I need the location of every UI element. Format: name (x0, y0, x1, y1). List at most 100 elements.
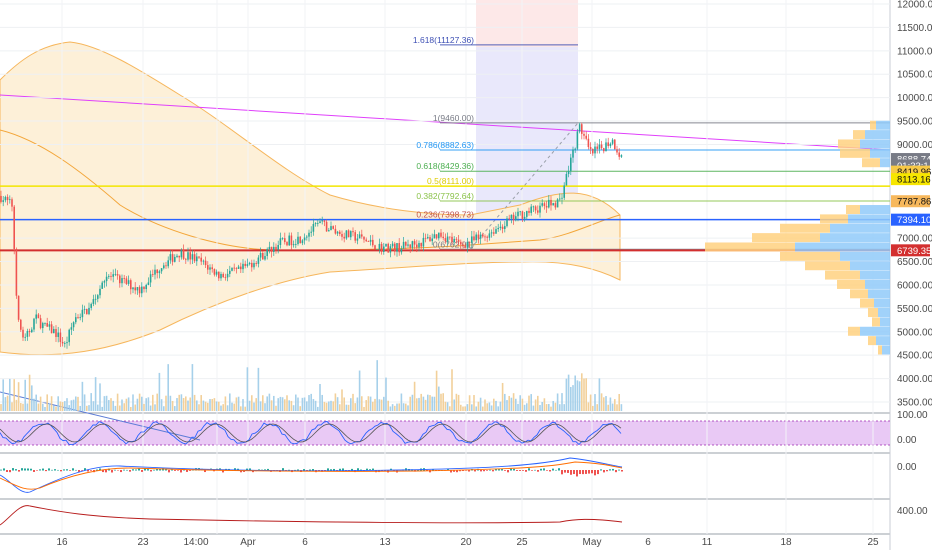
macd-histogram-bar (126, 469, 128, 471)
macd-histogram-bar (102, 470, 104, 473)
volume-bar (248, 400, 251, 411)
volume-bar (482, 406, 484, 411)
candle-body (537, 210, 539, 213)
candle-body (325, 221, 328, 232)
volume-bar (132, 394, 134, 411)
volume-bar (103, 396, 106, 411)
volume-bar (607, 404, 609, 411)
candle-body (517, 211, 519, 217)
candle-body (449, 236, 451, 238)
price-axis[interactable]: 12000.00 11500.00 11000.00 10500.00 10000.00… (897, 0, 932, 517)
candle-body (343, 236, 345, 239)
volume-profile-bar-up (840, 251, 890, 261)
volume-bar (33, 398, 35, 411)
macd-histogram-bar (72, 468, 74, 471)
candle-body (523, 216, 526, 219)
volume-bar (213, 398, 216, 411)
macd-histogram-bar (48, 468, 50, 471)
volume-bar (508, 395, 510, 411)
candle-body (86, 309, 88, 315)
volume-bar (552, 400, 554, 411)
volume-bar (233, 403, 235, 411)
macd-histogram-bar (39, 469, 41, 471)
macd-histogram-bar (51, 469, 53, 471)
candle-body (22, 329, 24, 338)
volume-bar (83, 394, 86, 411)
macd-histogram-bar (543, 468, 545, 471)
volume-bar (94, 377, 97, 411)
candle-body (433, 234, 436, 239)
macd-histogram-bar (174, 470, 176, 471)
candle-body (539, 205, 541, 213)
macd-histogram-bar (303, 469, 305, 471)
volume-bar (389, 406, 392, 411)
candle-body (620, 155, 623, 157)
candle-body (163, 265, 165, 269)
candle-body (583, 133, 585, 136)
volume-bar (600, 393, 603, 411)
volume-bar (299, 406, 301, 411)
volume-bar (618, 394, 620, 411)
volume-bar (435, 370, 438, 411)
candle-body (301, 240, 304, 244)
volume-bar (262, 395, 264, 411)
volume-bar (515, 398, 517, 411)
volume-bar (86, 405, 88, 411)
volume-bar (44, 406, 46, 411)
fib-trend-line (469, 122, 579, 250)
candle-body (323, 220, 326, 222)
candle-body (290, 235, 293, 246)
macd-histogram-bar (117, 470, 119, 471)
volume-bar (15, 399, 18, 411)
candle-body (376, 249, 378, 251)
time-axis[interactable]: 16 23 14:00 Apr 6 13 20 25 May 6 11 18 25 (56, 537, 879, 548)
volume-bar (332, 401, 334, 411)
volume-bar (257, 367, 260, 411)
volume-bar (53, 405, 55, 411)
volume-profile-bar-down (868, 336, 876, 346)
candle-body (354, 232, 356, 241)
candle-body (570, 157, 572, 171)
candle-body (237, 266, 240, 269)
candle-body (572, 149, 574, 158)
candle-body (235, 268, 238, 269)
candle-body (358, 234, 361, 239)
candle-body (207, 265, 209, 270)
macd-histogram-bar (15, 469, 17, 471)
price-tag-label: 8113.16 (897, 175, 931, 186)
volume-bar (563, 404, 565, 411)
volume-bar (347, 404, 350, 411)
volume-bar (108, 400, 110, 411)
macd-histogram-bar (558, 468, 560, 471)
candle-body (413, 241, 416, 245)
macd-histogram-bar (24, 468, 26, 471)
candle-body (262, 253, 264, 260)
candle-body (125, 278, 128, 284)
volume-bar (358, 370, 361, 411)
macd-histogram-bar (6, 470, 8, 472)
candle-body (158, 271, 161, 274)
volume-bar (457, 394, 460, 411)
volume-bar (196, 400, 198, 411)
candles[interactable] (0, 122, 623, 349)
candle-body (253, 263, 255, 268)
candle-body (266, 249, 268, 257)
candle-body (134, 287, 136, 291)
candle-body (611, 139, 614, 144)
volume-bar (490, 405, 493, 411)
candle-body (174, 256, 176, 262)
candle-body (321, 220, 323, 222)
candle-body (420, 243, 422, 247)
volume-bar (275, 405, 277, 411)
volume-bar (609, 397, 612, 411)
volume-bar (301, 397, 304, 411)
volume-bar (543, 398, 546, 411)
price-tick-label: 12000.00 (897, 0, 932, 11)
indicator-axis-label: 400.00 (897, 506, 928, 517)
macd-histogram-bar (372, 468, 374, 471)
candle-body (39, 318, 42, 329)
volume-bar (440, 393, 442, 411)
macd-histogram-bar (312, 469, 314, 471)
macd-histogram-bar (258, 469, 260, 471)
